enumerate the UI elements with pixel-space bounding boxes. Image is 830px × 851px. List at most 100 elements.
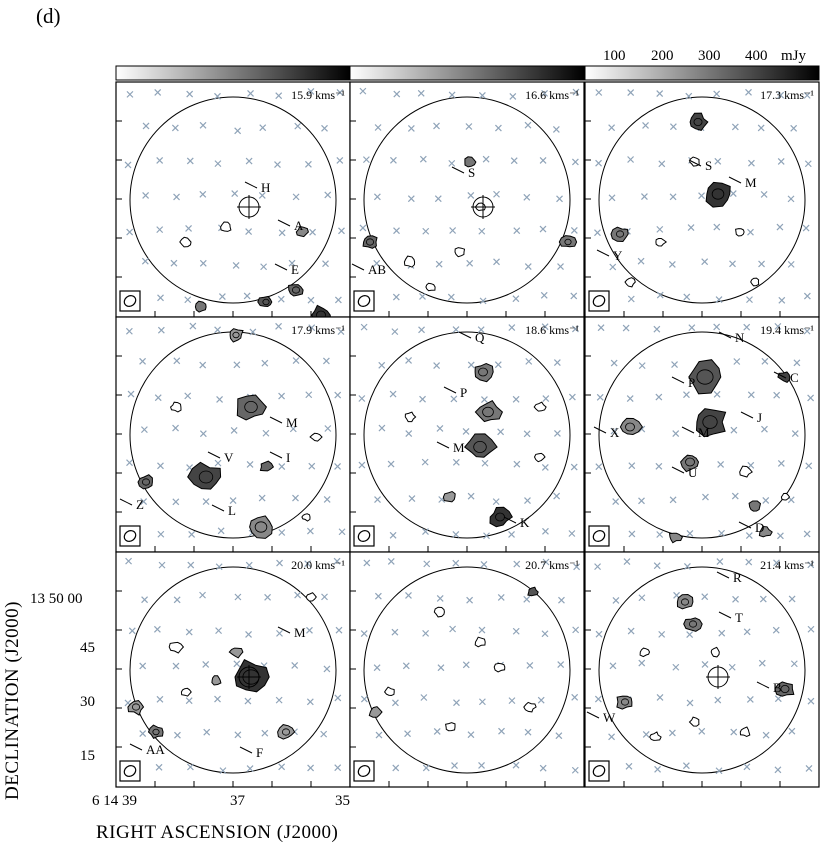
pointing-cross	[497, 594, 505, 601]
emission-contour	[228, 647, 244, 659]
source-label-F: F	[239, 745, 263, 760]
emission-contour	[610, 226, 629, 243]
source-arrow	[773, 371, 787, 379]
source-label-W: W	[586, 710, 616, 725]
pointing-cross	[594, 695, 602, 703]
inner-contour	[689, 620, 698, 628]
primary-beam-circle	[363, 566, 571, 774]
pointing-cross	[322, 357, 330, 365]
emission-contour	[688, 716, 700, 727]
source-label: T	[735, 610, 743, 625]
pointing-cross	[140, 498, 148, 506]
pointing-cross	[743, 323, 751, 331]
pointing-cross	[570, 463, 578, 471]
pointing-cross	[743, 628, 751, 636]
pointing-cross	[378, 424, 386, 432]
pointing-cross	[758, 260, 765, 268]
beam-ellipse	[592, 295, 606, 307]
pointing-cross	[215, 563, 223, 571]
center-marker	[471, 195, 495, 219]
pointing-cross	[419, 155, 427, 163]
velocity-label: 17.9 kms⁻¹	[291, 323, 345, 337]
pointing-cross	[701, 661, 709, 668]
emission-contour	[474, 636, 486, 648]
pointing-cross	[467, 492, 475, 500]
colorbar-1	[115, 65, 351, 81]
x-tick-label: 37	[230, 793, 246, 809]
pointing-cross	[245, 228, 253, 236]
pointing-cross	[508, 324, 516, 331]
center-marker	[237, 195, 261, 219]
pointing-cross	[436, 595, 444, 602]
emission-contour	[288, 284, 304, 297]
pointing-cross	[481, 459, 489, 467]
pointing-cross	[558, 596, 565, 604]
pointing-cross	[304, 560, 312, 568]
pointing-cross	[683, 293, 691, 301]
pointing-cross	[214, 92, 221, 100]
source-label: H	[261, 180, 270, 195]
source-label: M	[698, 425, 710, 440]
source-label: X	[610, 425, 620, 440]
pointing-cross	[701, 258, 709, 266]
pointing-cross	[508, 531, 515, 538]
emission-contour	[433, 606, 445, 618]
source-arrow	[593, 426, 607, 434]
source-arrow	[351, 263, 365, 271]
center-marker	[237, 665, 261, 689]
source-label: AA	[146, 742, 165, 757]
pointing-cross	[157, 530, 165, 538]
source-label: Z	[136, 497, 144, 512]
pointing-cross	[556, 195, 563, 203]
colorbar-tick-label: 200	[651, 48, 674, 64]
pointing-cross	[482, 155, 490, 163]
pointing-cross	[656, 225, 664, 233]
source-label-R: R	[716, 570, 742, 585]
inner-contour	[131, 703, 140, 711]
pointing-cross	[553, 359, 561, 366]
source-arrow	[596, 249, 610, 257]
pointing-cross	[745, 88, 752, 96]
pointing-cross	[731, 123, 739, 131]
pointing-cross	[467, 731, 475, 739]
y-tick-label: 13 50 00	[30, 591, 83, 607]
source-arrow	[503, 516, 517, 524]
pointing-cross	[688, 324, 696, 332]
source-label-H: H	[244, 180, 270, 195]
pointing-cross	[729, 190, 737, 197]
source-label-S: S	[451, 165, 475, 180]
pointing-cross	[309, 228, 316, 236]
pointing-cross	[214, 160, 222, 168]
pointing-cross	[625, 762, 633, 770]
pointing-cross	[524, 728, 532, 736]
source-arrow	[277, 626, 291, 634]
pointing-cross	[716, 558, 724, 565]
inner-contour	[625, 422, 635, 432]
source-label: R	[733, 570, 742, 585]
pointing-cross	[641, 193, 648, 200]
pointing-cross	[642, 731, 650, 738]
pointing-cross	[508, 697, 516, 705]
pointing-cross	[374, 496, 381, 503]
panel-frame	[349, 316, 585, 553]
emission-contour	[489, 506, 513, 528]
pointing-cross	[433, 362, 441, 369]
pointing-cross	[199, 361, 207, 369]
pointing-cross	[480, 561, 488, 568]
pointing-cross	[698, 727, 706, 735]
pointing-cross	[596, 393, 604, 401]
emission-contour	[259, 460, 275, 472]
pointing-cross	[392, 764, 400, 772]
source-arrow	[671, 376, 685, 384]
colorbar-3	[584, 65, 820, 81]
pointing-cross	[156, 156, 164, 164]
source-arrow	[718, 611, 732, 619]
pointing-cross	[333, 557, 341, 565]
pointing-cross	[321, 124, 328, 132]
pointing-cross	[423, 560, 431, 568]
beam-ellipse	[357, 765, 371, 777]
pointing-cross	[713, 323, 721, 331]
pointing-cross	[512, 295, 520, 303]
pointing-cross	[524, 263, 532, 270]
